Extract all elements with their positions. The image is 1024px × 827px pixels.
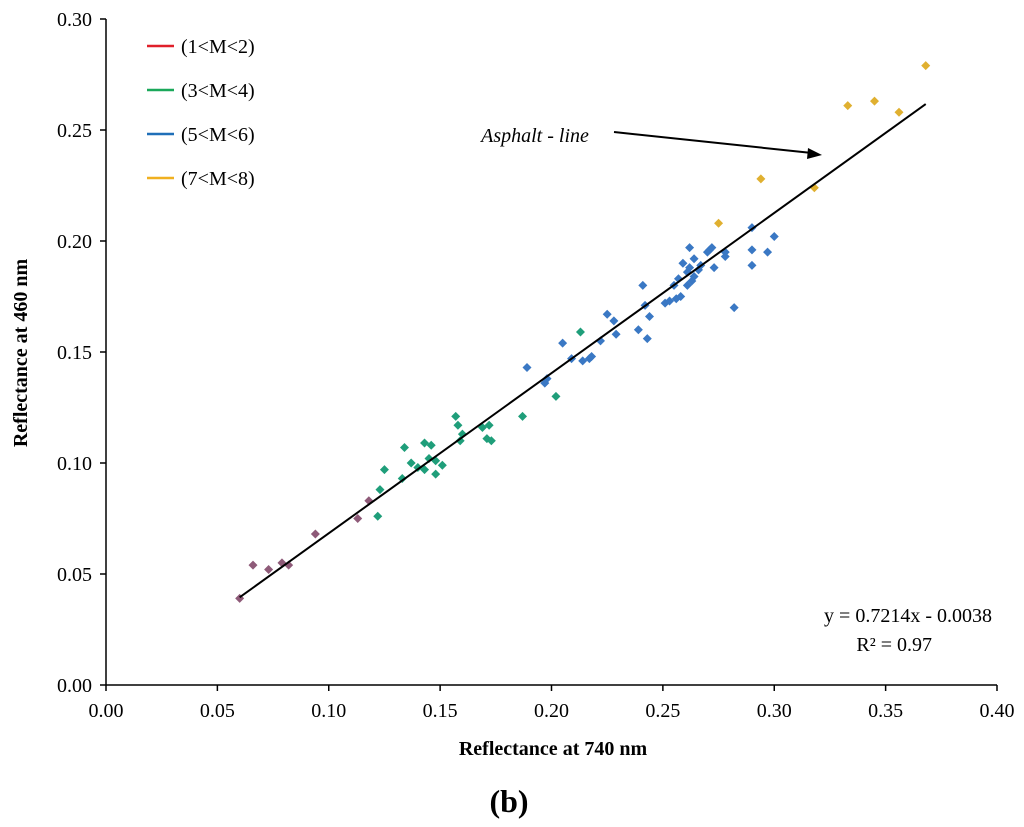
data-point [689, 272, 699, 282]
data-point [685, 263, 695, 273]
data-point [420, 465, 430, 475]
data-point [633, 325, 643, 335]
data-point [709, 263, 719, 273]
data-point [451, 411, 461, 421]
data-point [678, 258, 688, 268]
data-point [518, 411, 528, 421]
y-tick-label: 0.30 [57, 9, 92, 31]
data-point [431, 469, 441, 479]
data-point [642, 334, 652, 344]
data-point [843, 101, 853, 111]
x-axis-ticks: 0.00 0.05 0.10 0.15 0.20 0.25 0.30 0.35 0.40 [89, 685, 1015, 722]
x-tick-label: 0.35 [868, 700, 903, 722]
data-point [763, 247, 773, 257]
data-point [921, 61, 931, 71]
data-point [551, 391, 561, 401]
legend-label: (3<M<4) [181, 80, 255, 102]
data-point [353, 514, 363, 523]
data-point [522, 363, 532, 373]
data-point [379, 465, 389, 475]
data-point [375, 485, 385, 495]
data-point [397, 474, 407, 484]
data-point [747, 245, 757, 255]
data-point [602, 309, 612, 319]
data-point [542, 374, 552, 384]
data-point [399, 442, 409, 452]
x-axis-title: Reflectance at 740 nm [459, 738, 648, 760]
legend-label: (1<M<2) [181, 36, 255, 58]
data-point [558, 338, 568, 348]
data-point [437, 460, 447, 470]
r-squared-label: R² = 0.97 [856, 634, 932, 656]
y-tick-label: 0.05 [57, 564, 92, 586]
data-points [235, 61, 931, 603]
x-tick-label: 0.30 [757, 700, 792, 722]
legend: (1<M<2) (3<M<4) (5<M<6) (7<M<8) [147, 36, 255, 190]
x-tick-label: 0.10 [311, 700, 346, 722]
data-point [611, 329, 621, 339]
y-tick-label: 0.10 [57, 453, 92, 475]
data-point [689, 254, 699, 264]
data-point [426, 440, 436, 450]
data-point [676, 292, 686, 301]
regression-equation: y = 0.7214x - 0.0038 [824, 605, 992, 627]
data-point [248, 560, 258, 570]
data-point [756, 174, 766, 184]
legend-label: (5<M<6) [181, 124, 255, 146]
x-tick-label: 0.00 [89, 700, 124, 722]
data-point [638, 280, 648, 290]
panel-label: (b) [489, 783, 528, 819]
y-tick-label: 0.00 [57, 675, 92, 697]
data-point [453, 420, 463, 430]
arrow-head-icon [807, 148, 822, 159]
data-point [486, 436, 496, 446]
data-point [747, 260, 757, 270]
data-point [707, 243, 717, 253]
data-point [310, 529, 320, 539]
data-point [729, 303, 739, 313]
data-point [406, 458, 416, 468]
y-tick-label: 0.25 [57, 120, 92, 142]
x-tick-label: 0.25 [645, 700, 680, 722]
data-point [769, 232, 779, 242]
axes [105, 19, 997, 686]
y-axis-title: Reflectance at 460 nm [10, 259, 32, 448]
data-point [685, 243, 695, 253]
data-point [587, 351, 597, 361]
asphalt-line-arrow [613, 131, 813, 154]
x-tick-label: 0.40 [980, 700, 1015, 722]
data-point [894, 107, 904, 117]
data-point [575, 327, 585, 337]
regression-line [239, 103, 927, 599]
regression-line-group [239, 103, 927, 599]
data-point [714, 218, 724, 228]
y-tick-label: 0.20 [57, 231, 92, 253]
data-point [869, 96, 879, 106]
data-point [264, 565, 274, 575]
data-point [373, 511, 383, 521]
x-tick-label: 0.20 [534, 700, 569, 722]
asphalt-line-label: Asphalt - line [479, 125, 589, 147]
y-axis-ticks: 0.00 0.05 0.10 0.15 0.20 0.25 0.30 [57, 9, 106, 697]
y-tick-label: 0.15 [57, 342, 92, 364]
data-point [484, 420, 494, 430]
x-tick-label: 0.15 [423, 700, 458, 722]
data-point [645, 311, 655, 321]
legend-label: (7<M<8) [181, 168, 255, 190]
data-point [609, 316, 619, 326]
x-tick-label: 0.05 [200, 700, 235, 722]
